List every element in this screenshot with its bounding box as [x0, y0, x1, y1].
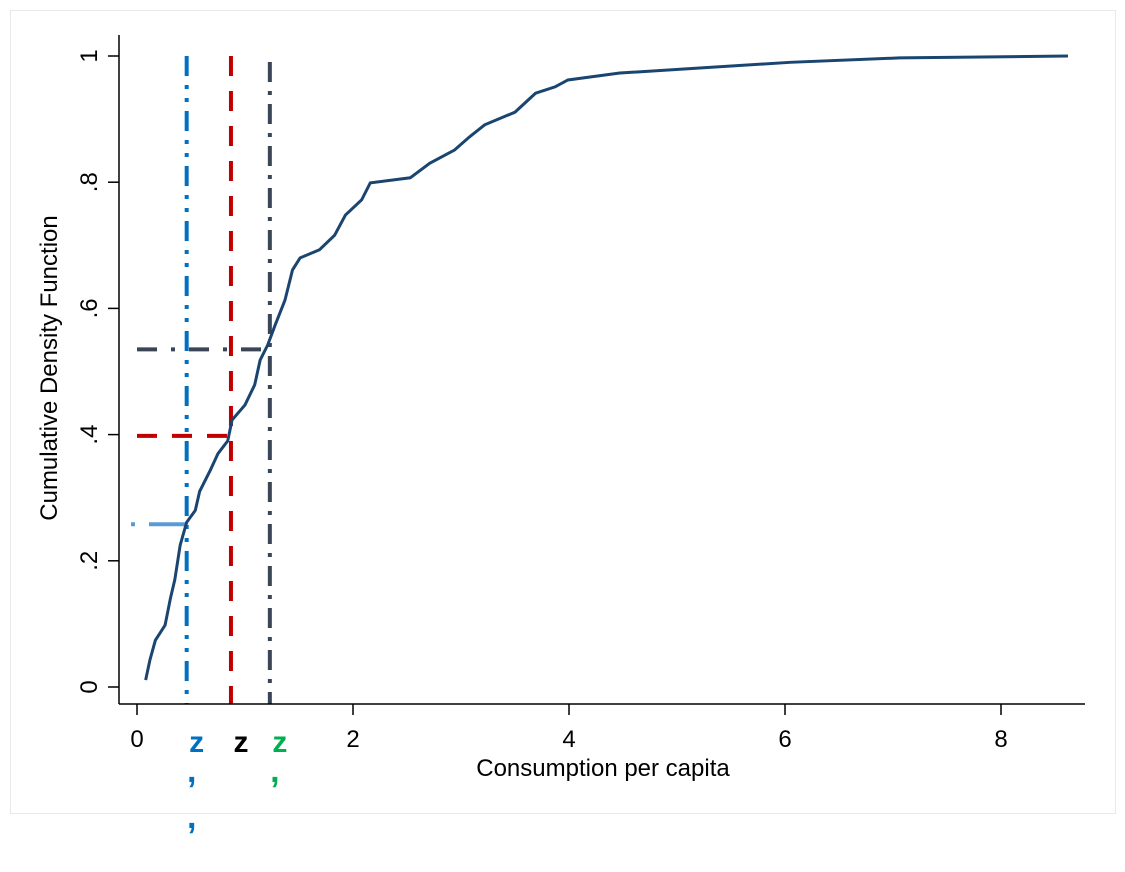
y-tick-label: .2 [76, 551, 103, 571]
z-double-prime-label: z [189, 726, 204, 759]
x-tick-label: 2 [346, 726, 359, 753]
x-tick-label: 4 [562, 726, 575, 753]
z-double-prime-prime-mark: , [187, 798, 196, 836]
z-prime-prime-mark: , [270, 752, 279, 790]
cdf-line [144, 54, 1068, 681]
z-double-prime-prime-mark: , [187, 752, 196, 790]
x-tick-label: 0 [130, 726, 143, 753]
chart-frame [10, 10, 1116, 814]
x-tick-label: 8 [994, 726, 1007, 753]
y-tick-label: .8 [76, 172, 103, 192]
x-axis-title: Consumption per capita [476, 755, 730, 782]
y-tick-label: 0 [76, 680, 103, 693]
x-tick-label: 6 [778, 726, 791, 753]
z-prime-label: z [272, 726, 287, 759]
y-tick-label: .4 [76, 425, 103, 445]
z-label: z [233, 726, 248, 759]
y-tick-label: 1 [76, 49, 103, 62]
reference-lines: z,,z z, [131, 56, 287, 836]
y-tick-label: .6 [76, 298, 103, 318]
y-axis-title: Cumulative Density Function [36, 215, 63, 520]
